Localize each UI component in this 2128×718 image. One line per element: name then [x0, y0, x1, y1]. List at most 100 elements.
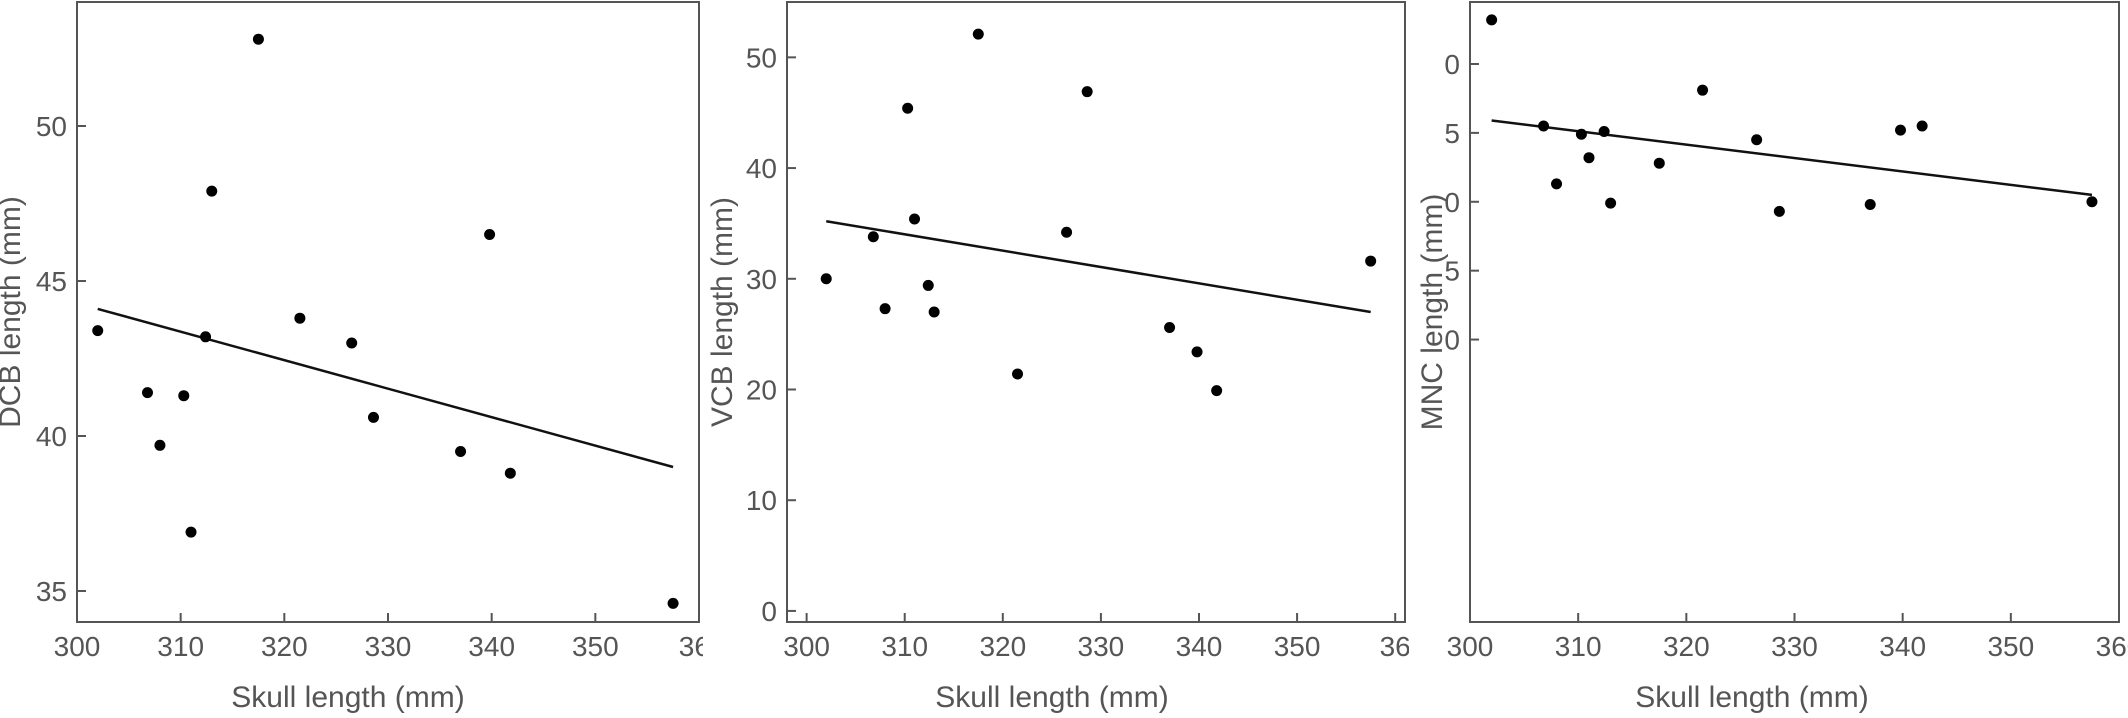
x-tick-label: 330	[365, 631, 412, 662]
y-tick-label: 50	[36, 111, 67, 142]
data-point	[667, 597, 679, 609]
x-tick-label: 330	[1771, 631, 1818, 662]
regression-line	[1491, 119, 2093, 197]
data-point	[1697, 84, 1709, 96]
data-point	[1916, 120, 1928, 132]
y-tick-label: 0	[1444, 49, 1460, 80]
y-tick-label: 0	[761, 596, 777, 627]
x-tick-label: 340	[1176, 631, 1223, 662]
y-tick-label: 5	[1444, 118, 1460, 149]
data-point	[1486, 14, 1498, 26]
y-tick-label: 35	[36, 576, 67, 607]
data-point	[902, 102, 914, 114]
x-tick-label: 310	[157, 631, 204, 662]
data-point	[206, 185, 218, 197]
data-point	[1164, 322, 1176, 333]
data-point	[909, 213, 921, 225]
x-tick-label: 330	[1078, 631, 1125, 662]
y-tick-label: 30	[746, 264, 777, 295]
x-tick-label: 36(	[679, 631, 720, 662]
data-point	[141, 387, 153, 399]
data-point	[504, 467, 516, 479]
plot-frame	[76, 1, 700, 623]
data-point	[1751, 134, 1763, 146]
data-point	[1895, 124, 1907, 136]
data-points	[820, 28, 1377, 397]
data-point	[867, 231, 879, 243]
data-point	[1191, 346, 1203, 358]
plot-frame	[1469, 1, 2120, 623]
data-point	[92, 325, 104, 337]
x-tick-label: 300	[783, 631, 830, 662]
x-axis-label: Skull length (mm)	[231, 681, 464, 714]
x-tick-label: 320	[1663, 631, 1710, 662]
y-axis-label: VCB length (mm)	[706, 197, 739, 427]
y-axis: 0 10 20 30 40 50	[746, 42, 796, 627]
y-tick-label: 0	[1444, 187, 1460, 218]
data-point	[154, 439, 166, 451]
chart-panel-1: 300 310 320 330 340 350 36(35 40 45 50 Skull lengt…	[0, 1, 720, 714]
x-axis: 300 310 320 330 340 350 360	[1447, 613, 2128, 662]
data-point	[928, 306, 940, 318]
y-axis-label: DCB length (mm)	[0, 196, 27, 428]
data-point	[1538, 120, 1550, 132]
x-tick-label: 340	[468, 631, 515, 662]
y-tick-label: 5	[1444, 256, 1460, 287]
y-tick-label: 10	[746, 485, 777, 516]
x-tick-label: 320	[979, 631, 1026, 662]
y-axis: 35 40 45 50	[36, 111, 86, 607]
data-point	[346, 337, 358, 349]
y-tick-label: 20	[746, 375, 777, 406]
x-tick-label: 310	[1555, 631, 1602, 662]
data-point	[879, 303, 891, 315]
y-tick-label: 0	[1444, 325, 1460, 356]
x-axis-label: Skull length (mm)	[1635, 681, 1868, 714]
data-point	[1575, 128, 1587, 140]
regression-line	[97, 307, 674, 469]
data-point	[922, 279, 934, 291]
data-point	[1081, 86, 1093, 98]
data-point	[1864, 199, 1876, 211]
data-point	[1365, 255, 1377, 267]
data-point	[1605, 197, 1617, 209]
data-point	[1583, 152, 1595, 164]
x-tick-label: 360	[2096, 631, 2128, 662]
data-point	[200, 331, 212, 343]
x-tick-label: 350	[572, 631, 619, 662]
x-tick-label: 340	[1879, 631, 1926, 662]
data-point	[2086, 196, 2098, 208]
x-axis-label: Skull length (mm)	[935, 681, 1168, 714]
data-point	[294, 312, 306, 324]
x-tick-label: 300	[1447, 631, 1494, 662]
data-points	[92, 33, 679, 609]
data-point	[252, 33, 264, 45]
x-tick-label: 36	[1380, 631, 1411, 662]
data-point	[1653, 157, 1665, 169]
y-axis-label: MNC length (mm)	[1416, 194, 1449, 431]
data-point	[178, 390, 190, 402]
data-point	[455, 446, 467, 457]
regression-line	[826, 219, 1371, 314]
x-axis: 300 310 320 330 340 350 36(	[54, 613, 720, 662]
data-point	[1551, 178, 1563, 190]
y-tick-label: 45	[36, 266, 67, 297]
x-tick-label: 300	[54, 631, 101, 662]
data-point	[1012, 368, 1024, 380]
chart-panel-3: 300 310 320 330 340 350 360 0 5 0 5 0 Skull length (…	[1416, 1, 2128, 714]
y-tick-label: 50	[746, 42, 777, 73]
x-tick-label: 350	[1274, 631, 1321, 662]
x-tick-label: 320	[261, 631, 308, 662]
data-point	[185, 526, 197, 538]
y-tick-label: 40	[746, 153, 777, 184]
x-tick-label: 310	[881, 631, 928, 662]
data-point	[367, 411, 379, 423]
x-tick-label: 350	[1987, 631, 2034, 662]
data-point	[1211, 385, 1223, 397]
data-point	[484, 229, 496, 240]
data-point	[1598, 126, 1610, 138]
data-point	[972, 28, 984, 40]
x-axis: 300 310 320 330 340 350 36	[783, 613, 1411, 662]
data-point	[1061, 226, 1073, 238]
